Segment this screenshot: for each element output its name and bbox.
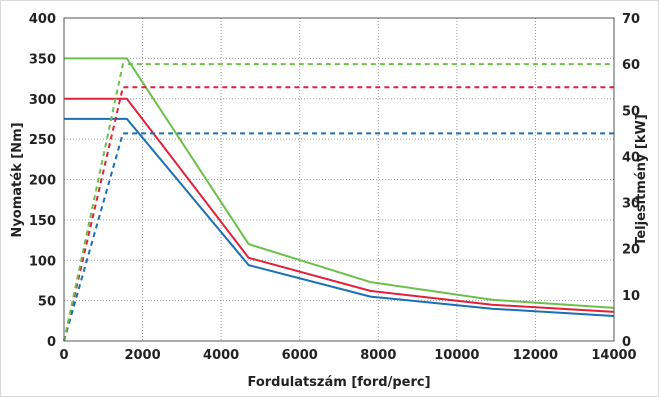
series-group <box>63 57 615 342</box>
x-tick-label: 2000 <box>124 348 160 363</box>
y-tick-label-right: 10 <box>622 289 640 304</box>
y-tick-label-left: 50 <box>38 295 56 310</box>
y-tick-label-left: 150 <box>29 214 56 229</box>
y-tick-label-left: 400 <box>29 12 56 27</box>
y-tick-label-left: 100 <box>29 254 56 269</box>
y-tick-label-left: 200 <box>29 174 56 189</box>
y-tick-label-right: 60 <box>622 58 640 73</box>
axes <box>63 17 615 342</box>
power-line-5 <box>63 86 614 342</box>
x-tick-label: 0 <box>59 348 68 363</box>
x-tick-label: 6000 <box>282 348 318 363</box>
y-tick-label-right: 0 <box>622 335 631 350</box>
power-line-6 <box>63 63 614 342</box>
torque-line-2 <box>64 97 615 313</box>
y-tick-label-left: 0 <box>47 335 56 350</box>
x-tick-label: 12000 <box>513 348 558 363</box>
y-tick-label-right: 70 <box>622 12 640 27</box>
torque-line-3 <box>64 57 615 309</box>
x-tick-label: 4000 <box>203 348 239 363</box>
y-tick-label-right: 30 <box>622 197 640 212</box>
x-tick-label: 14000 <box>591 348 636 363</box>
plot-area-border <box>63 17 615 342</box>
y-tick-label-left: 350 <box>29 52 56 67</box>
grid <box>64 18 614 341</box>
y-tick-label-right: 50 <box>622 104 640 119</box>
x-axis-label: Fordulatszám [ford/perc] <box>247 375 430 390</box>
y-tick-label-right: 20 <box>622 243 640 258</box>
y-tick-label-right: 40 <box>622 150 640 165</box>
y-tick-label-left: 300 <box>29 93 56 108</box>
x-tick-label: 10000 <box>434 348 479 363</box>
y-tick-label-left: 250 <box>29 133 56 148</box>
y-axis-label-left: Nyomaték [Nm] <box>10 122 25 237</box>
torque-line-1 <box>64 117 615 317</box>
x-tick-label: 8000 <box>360 348 396 363</box>
power-line-4 <box>63 132 614 342</box>
y-axis-label-right: Teljesítmény [kW] <box>634 114 649 246</box>
tick-labels: 0 2000 4000 6000 8000 10000 12000 1400005010015… <box>29 12 640 363</box>
